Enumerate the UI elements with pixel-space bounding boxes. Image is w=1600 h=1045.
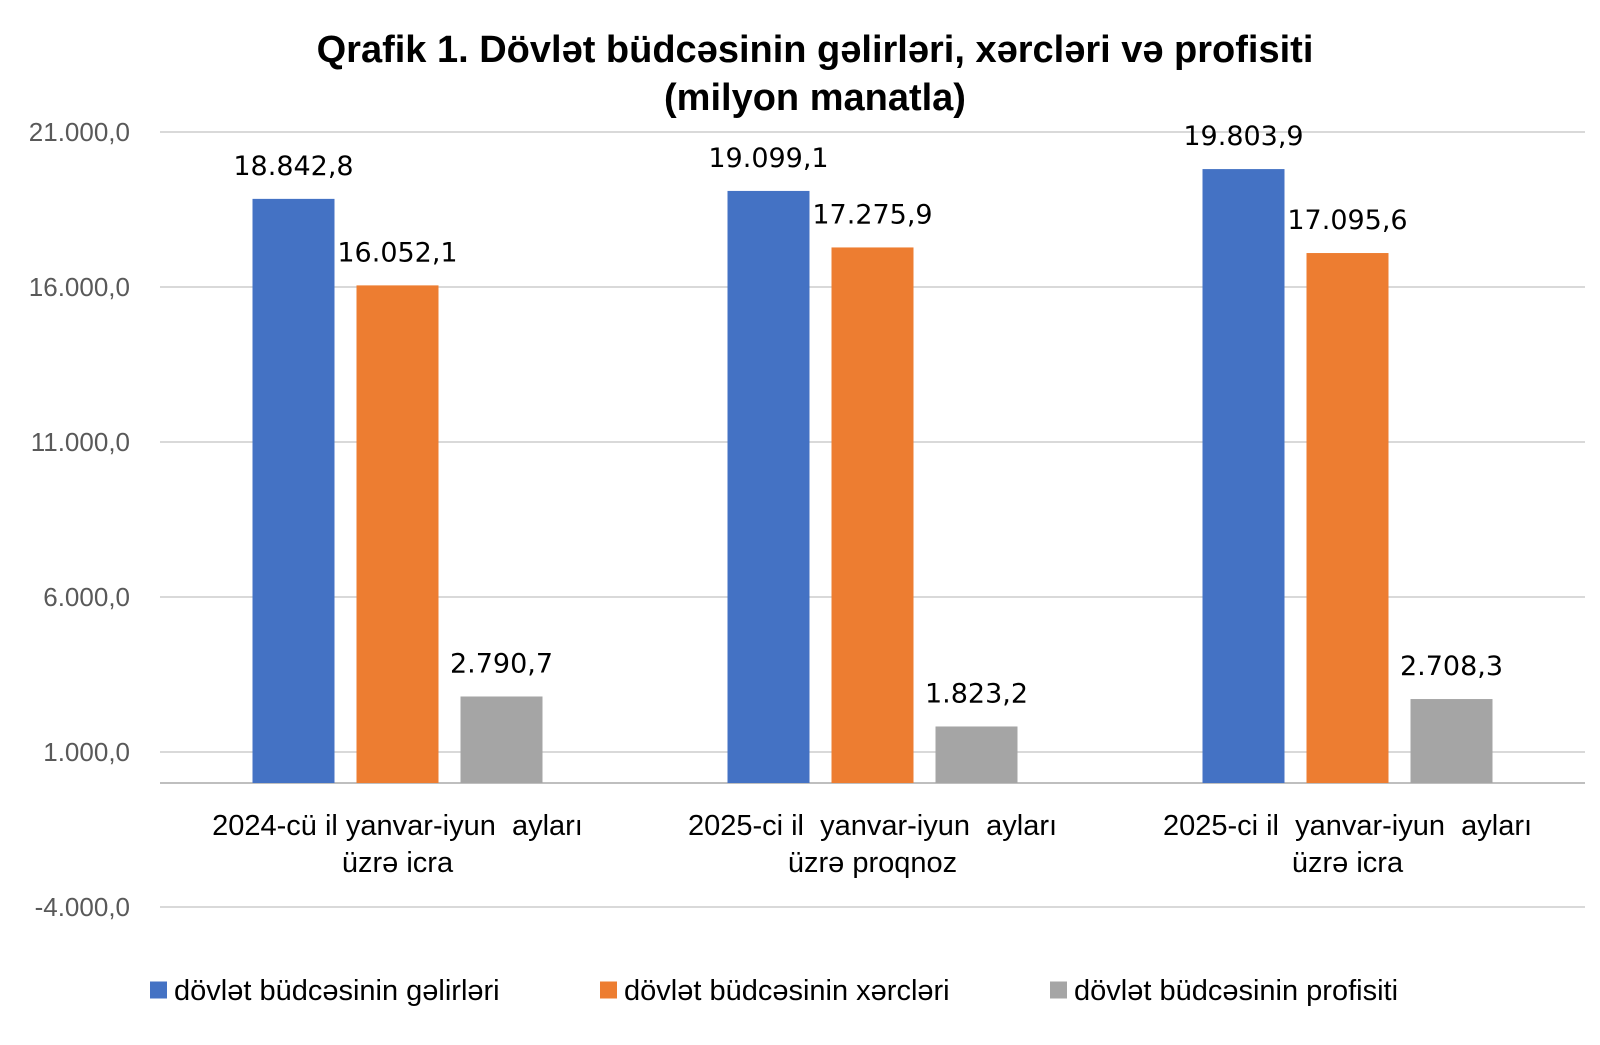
x-axis-category-labels: 2024-cü il yanvar-iyun ayları üzrə icra 20… — [212, 810, 1532, 879]
bar — [727, 190, 810, 783]
x-tick-label: üzrə icra — [342, 847, 454, 879]
bar — [831, 247, 914, 784]
legend-swatch — [1050, 981, 1067, 999]
data-label: 19.099,1 — [708, 143, 828, 174]
data-label: 1.823,2 — [925, 678, 1028, 709]
data-label: 17.095,6 — [1287, 205, 1407, 236]
y-tick-label: -4.000,0 — [35, 892, 130, 922]
bars — [252, 169, 1493, 784]
legend: dövlət büdcəsinin gəlirləri dövlət büdcəs… — [150, 975, 1398, 1007]
legend-swatch — [600, 981, 617, 999]
data-labels: 18.842,8 19.099,1 19.803,9 16.052,1 17.275,9… — [233, 121, 1503, 709]
bar — [1410, 699, 1493, 783]
legend-label: dövlət büdcəsinin gəlirləri — [174, 975, 500, 1007]
bar — [356, 285, 439, 783]
bar — [935, 726, 1018, 783]
y-tick-label: 16.000,0 — [29, 272, 130, 302]
x-tick-label: üzrə icra — [1292, 847, 1404, 879]
chart-title-line-1: Qrafik 1. Dövlət büdcəsinin gəlirləri, x… — [317, 29, 1314, 71]
data-label: 17.275,9 — [812, 199, 932, 230]
y-tick-label: 21.000,0 — [29, 117, 130, 147]
bar — [1202, 169, 1285, 783]
data-label: 2.708,3 — [1400, 651, 1503, 682]
y-tick-label: 11.000,0 — [31, 427, 130, 457]
data-label: 18.842,8 — [233, 151, 353, 182]
chart-title: Qrafik 1. Dövlət büdcəsinin gəlirləri, x… — [317, 29, 1314, 119]
bar — [460, 696, 543, 783]
y-tick-label: 6.000,0 — [43, 582, 130, 612]
x-tick-label: 2025-ci il yanvar-iyun ayları — [1163, 810, 1532, 842]
y-axis-tick-labels: 21.000,0 16.000,0 11.000,0 6.000,0 1.000,0 -4… — [29, 117, 130, 922]
x-tick-label: 2025-ci il yanvar-iyun ayları — [688, 810, 1057, 842]
legend-label: dövlət büdcəsinin profisiti — [1074, 975, 1398, 1007]
chart-title-line-2: (milyon manatla) — [664, 77, 966, 119]
y-tick-label: 1.000,0 — [43, 737, 130, 767]
x-tick-label: 2024-cü il yanvar-iyun ayları — [212, 810, 583, 842]
bar — [252, 198, 335, 784]
data-label: 19.803,9 — [1183, 121, 1303, 152]
data-label: 2.790,7 — [450, 648, 553, 679]
legend-label: dövlət büdcəsinin xərcləri — [624, 975, 950, 1007]
data-label: 16.052,1 — [337, 237, 457, 268]
legend-swatch — [150, 981, 167, 999]
bar — [1306, 253, 1389, 784]
x-tick-label: üzrə proqnoz — [788, 847, 957, 879]
